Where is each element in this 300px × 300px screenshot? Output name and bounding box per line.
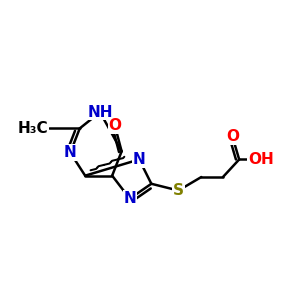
Text: O: O — [108, 118, 122, 133]
Text: N: N — [133, 152, 146, 167]
Text: H₃C: H₃C — [18, 121, 49, 136]
Text: O: O — [226, 129, 239, 144]
Text: NH: NH — [87, 105, 113, 120]
Text: S: S — [173, 183, 184, 198]
Text: N: N — [123, 191, 136, 206]
Text: OH: OH — [248, 152, 274, 167]
Text: N: N — [64, 145, 77, 160]
